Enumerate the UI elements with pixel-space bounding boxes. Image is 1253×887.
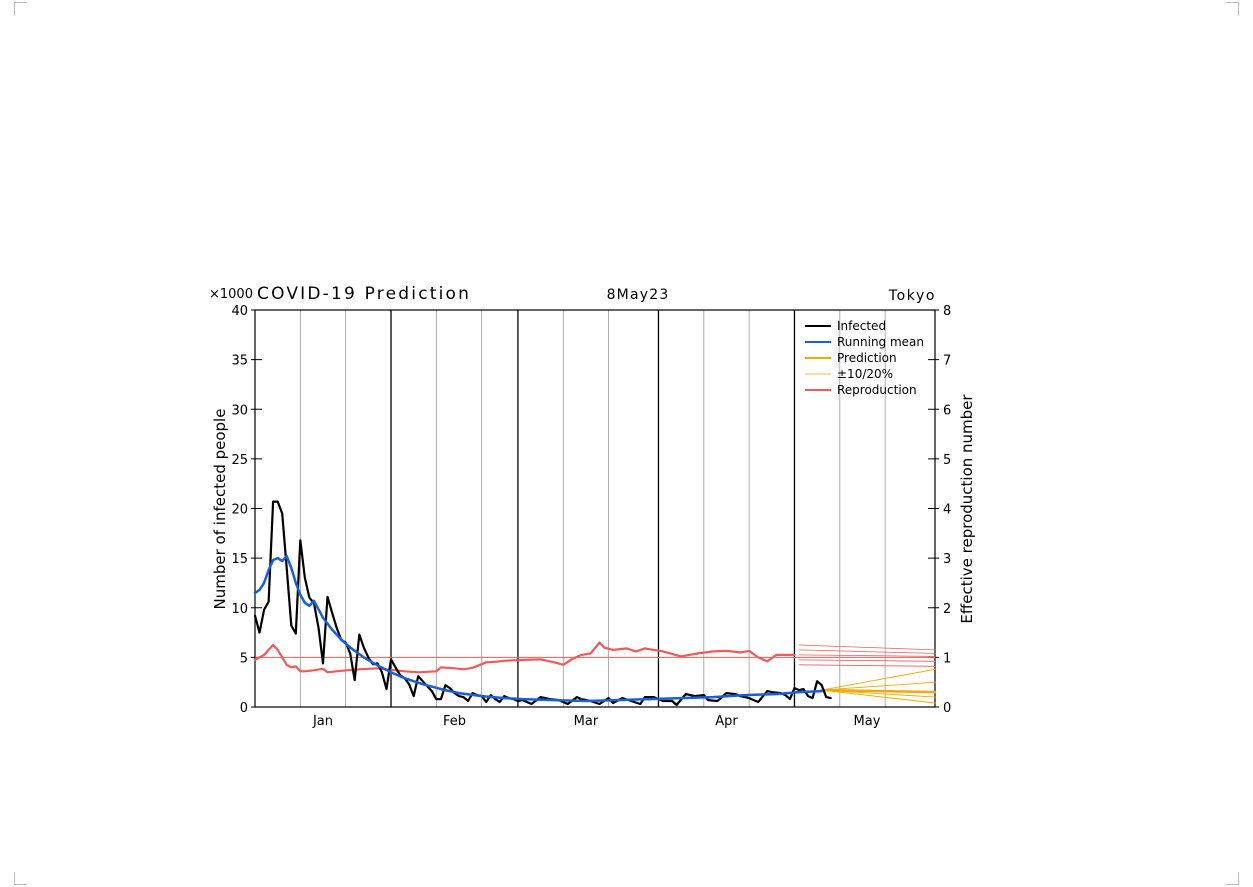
y-tick-label: 10 [231, 602, 248, 617]
corner-mark-top-right [1226, 2, 1239, 15]
y-tick-label: 0 [240, 701, 248, 716]
y2-tick-label: 4 [943, 503, 951, 518]
plot-area: 0 5 10 15 20 25 30 35 40 0 1 2 3 4 5 6 7 8 Jan Feb Mar Apr May [231, 304, 951, 729]
reproduction-projection-line [798, 654, 936, 657]
y2-tick-label: 0 [943, 701, 951, 716]
x-month-label: Feb [443, 714, 466, 729]
legend-label: Infected [837, 319, 886, 333]
y2-tick-label: 2 [943, 602, 951, 617]
y-axis-label: Number of infected people [211, 409, 229, 610]
legend-label: Running mean [837, 335, 924, 349]
corner-mark-top-left [14, 2, 27, 15]
reproduction-projection-line [798, 649, 936, 654]
reproduction-projection-line [798, 659, 936, 662]
y-tick-label: 30 [231, 403, 248, 418]
x-month-label: Apr [715, 714, 738, 729]
y2-axis-label: Effective reproduction number [958, 394, 976, 624]
y2-tick-label: 1 [943, 651, 951, 666]
legend-label: ±10/20% [837, 367, 893, 381]
series-infected [253, 500, 832, 707]
series-reproduction [253, 641, 796, 674]
y2-tick-label: 6 [943, 403, 951, 418]
chart-region: Tokyo [888, 288, 936, 304]
scale-label: ×1000 [209, 287, 253, 302]
legend-label: Prediction [837, 351, 897, 365]
y-tick-label: 35 [231, 354, 248, 369]
x-month-label: May [854, 714, 881, 729]
reproduction-projection-line [798, 664, 936, 667]
y2-tick-label: 5 [943, 453, 951, 468]
y2-tick-label: 8 [943, 304, 951, 319]
y2-tick-label: 3 [943, 552, 951, 567]
corner-mark-bottom-left [14, 872, 27, 885]
series-prediction-band [821, 681, 936, 691]
chart-title: COVID-19 Prediction [257, 284, 471, 304]
y-tick-label: 5 [240, 651, 248, 666]
y-tick-label: 20 [231, 503, 248, 518]
y-tick-label: 15 [231, 552, 248, 567]
legend-label: Reproduction [837, 383, 917, 397]
x-month-label: Mar [574, 714, 599, 729]
series-running-mean [253, 554, 823, 703]
series-prediction-band [821, 689, 936, 704]
chart-date: 8May23 [607, 287, 670, 303]
y-tick-label: 40 [231, 304, 248, 319]
y2-tick-label: 7 [943, 354, 951, 369]
legend: Infected Running mean Prediction ±10/20% Rep… [805, 319, 924, 397]
series-prediction [820, 688, 937, 694]
y-tick-label: 25 [231, 453, 248, 468]
reproduction-projection-line [798, 644, 936, 651]
x-month-label: Jan [312, 714, 333, 729]
corner-mark-bottom-right [1226, 872, 1239, 885]
series-prediction-band [821, 668, 936, 691]
